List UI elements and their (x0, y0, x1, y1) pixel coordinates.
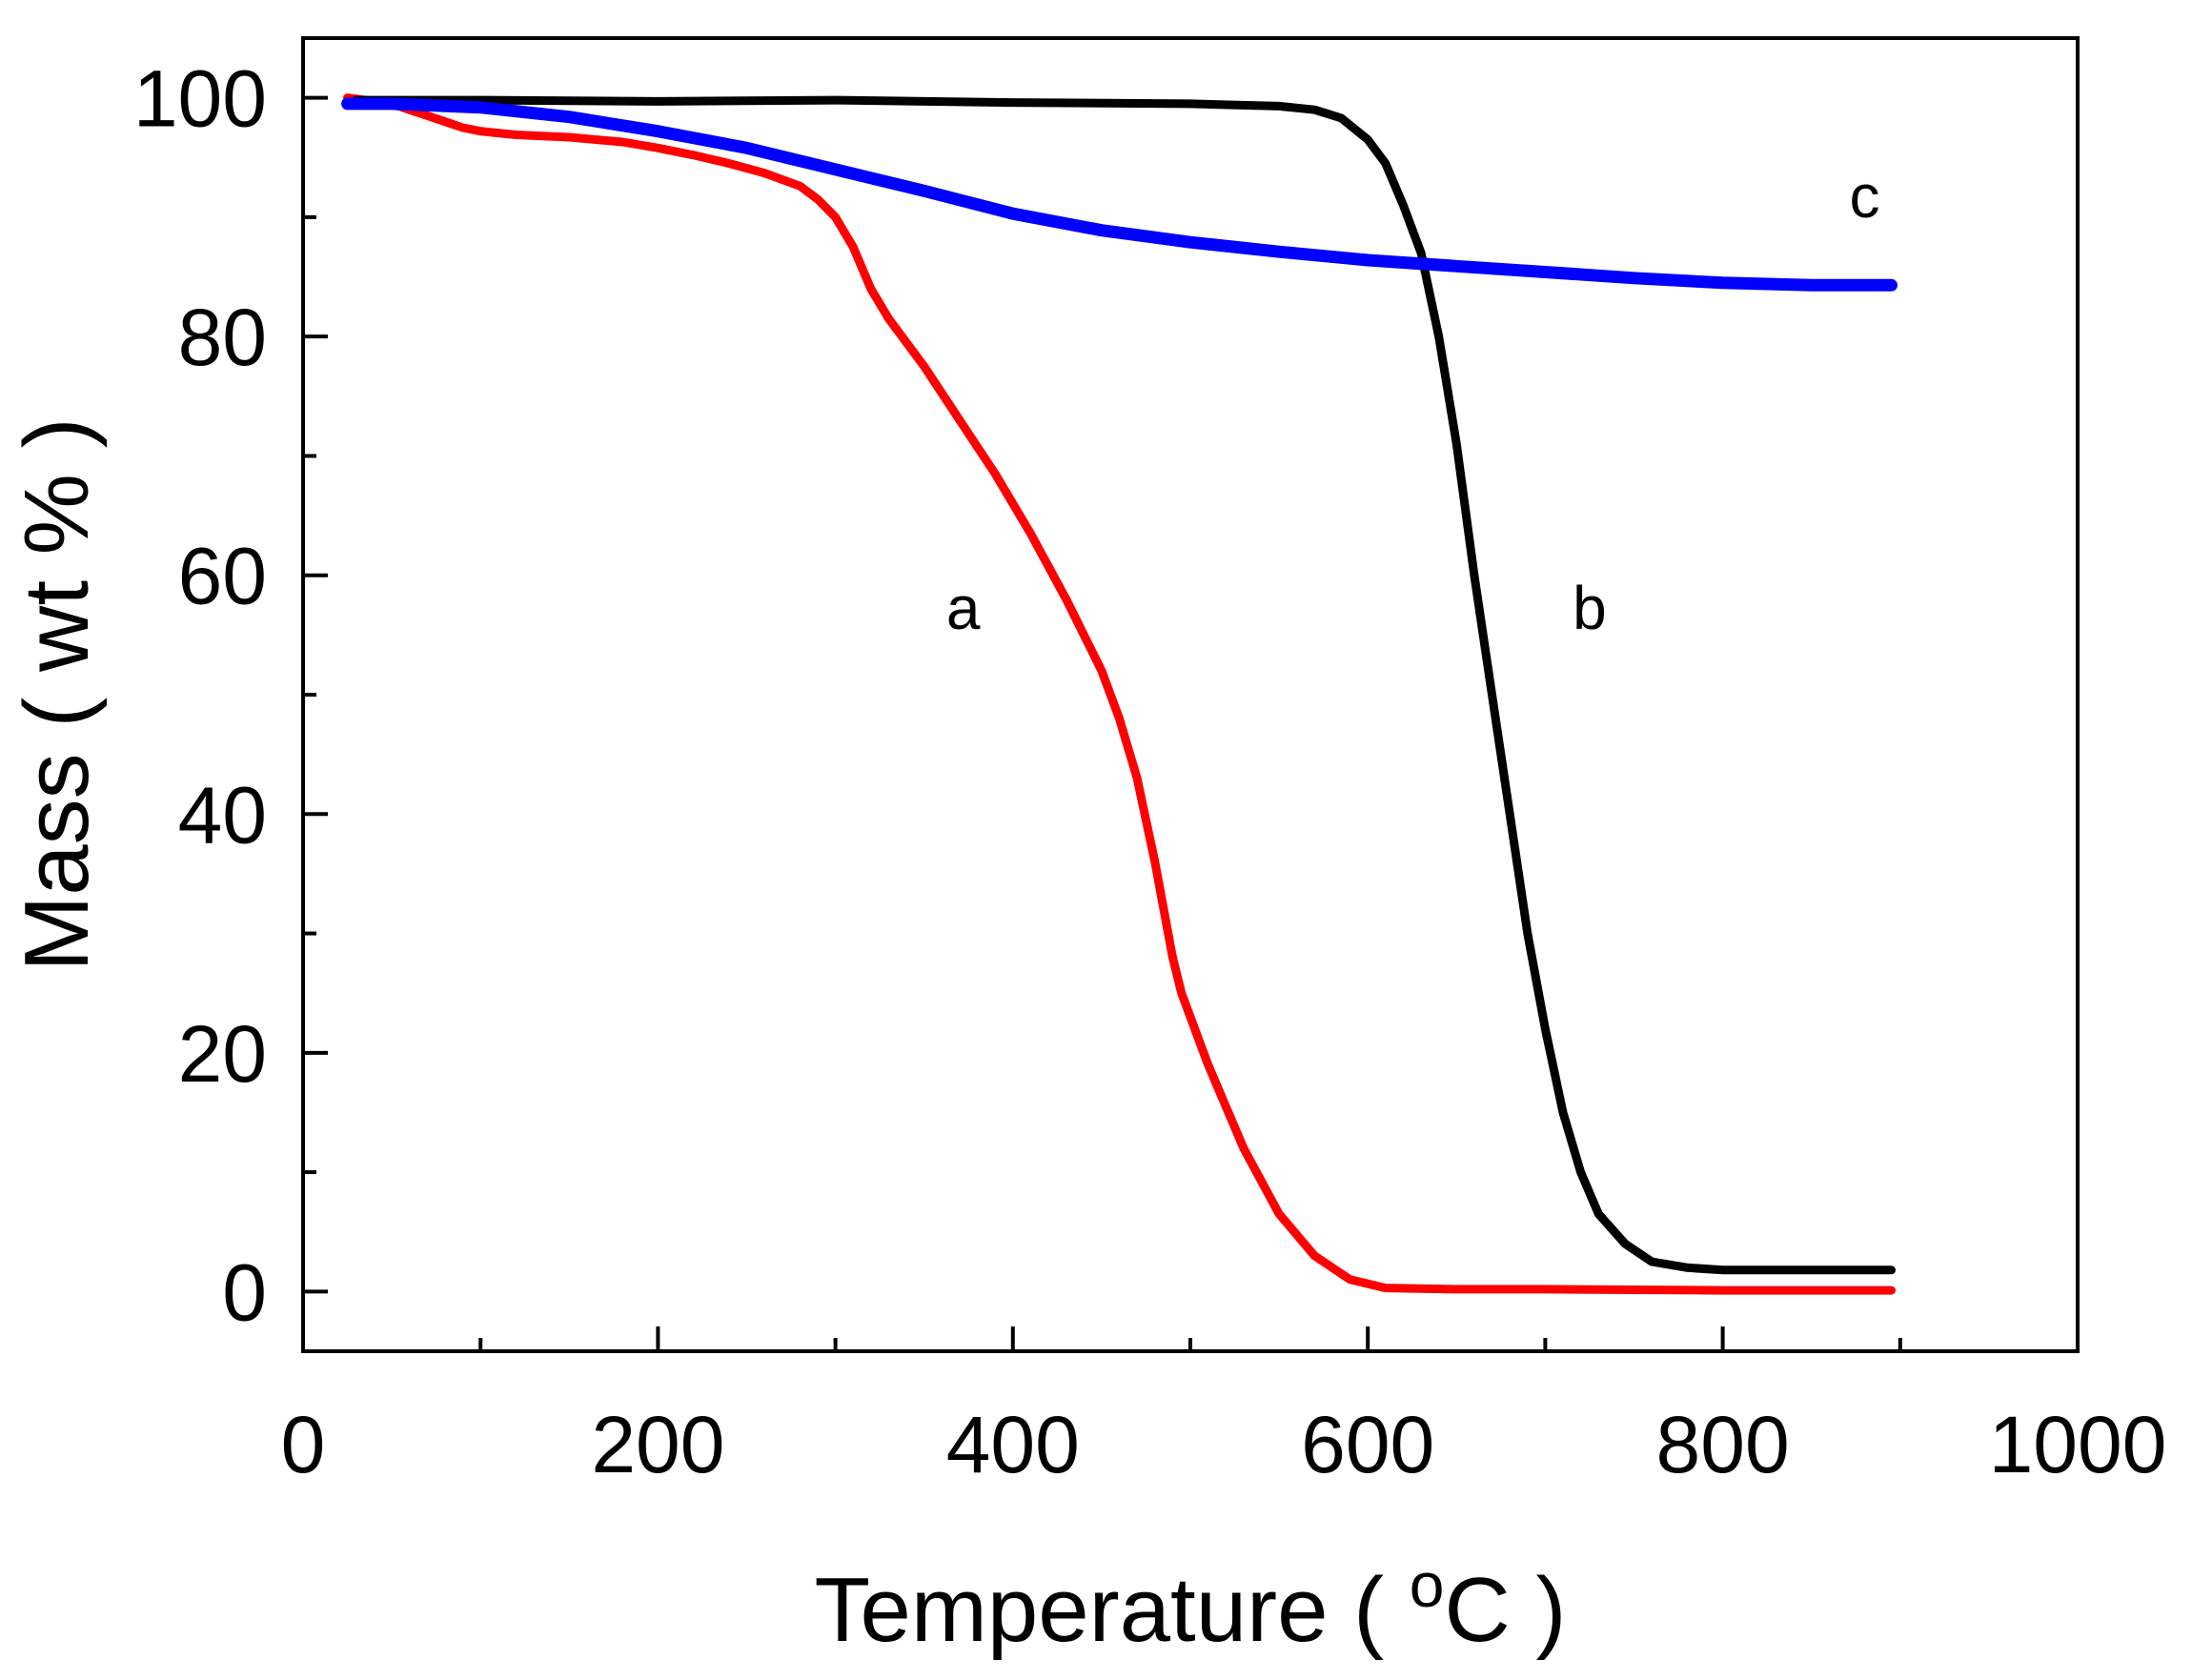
curve-label-a: a (946, 574, 981, 642)
x-axis-title: Temperature ( oC ) (815, 1549, 1567, 1661)
x-tick-label: 1000 (1989, 1400, 2167, 1489)
x-tick-label: 200 (591, 1400, 724, 1489)
curve-labels-layer: a b c (946, 162, 1880, 642)
series-a-line (343, 93, 1896, 1295)
series-c-line (341, 97, 1898, 292)
x-axis-title-text: Temperature ( (815, 1559, 1410, 1661)
plot-frame (301, 36, 2080, 1353)
x-axis-title-unit: C ) (1444, 1559, 1566, 1661)
x-tick-label: 800 (1656, 1400, 1790, 1489)
y-tick-label: 80 (178, 293, 267, 382)
x-tick-label: 0 (281, 1400, 326, 1489)
curve-label-c: c (1850, 162, 1880, 231)
ticks-layer (301, 95, 2080, 1351)
series-b-line (352, 95, 1896, 1275)
y-tick-label: 100 (133, 54, 267, 144)
y-tick-label: 0 (222, 1247, 267, 1337)
x-tick-label: 400 (946, 1400, 1080, 1489)
y-axis-title: Mass ( wt % ) (6, 417, 108, 971)
y-tick-label: 40 (178, 770, 267, 860)
y-tick-label: 20 (178, 1009, 267, 1099)
x-axis-title-superscript: o (1410, 1549, 1445, 1620)
curve-label-b: b (1573, 574, 1607, 642)
x-tick-label: 600 (1301, 1400, 1434, 1489)
y-tick-label: 60 (178, 532, 267, 621)
curves-layer (341, 93, 1898, 1295)
tick-labels-layer: 0 200 400 600 800 1000 0 20 40 60 80 100 (133, 54, 2167, 1489)
